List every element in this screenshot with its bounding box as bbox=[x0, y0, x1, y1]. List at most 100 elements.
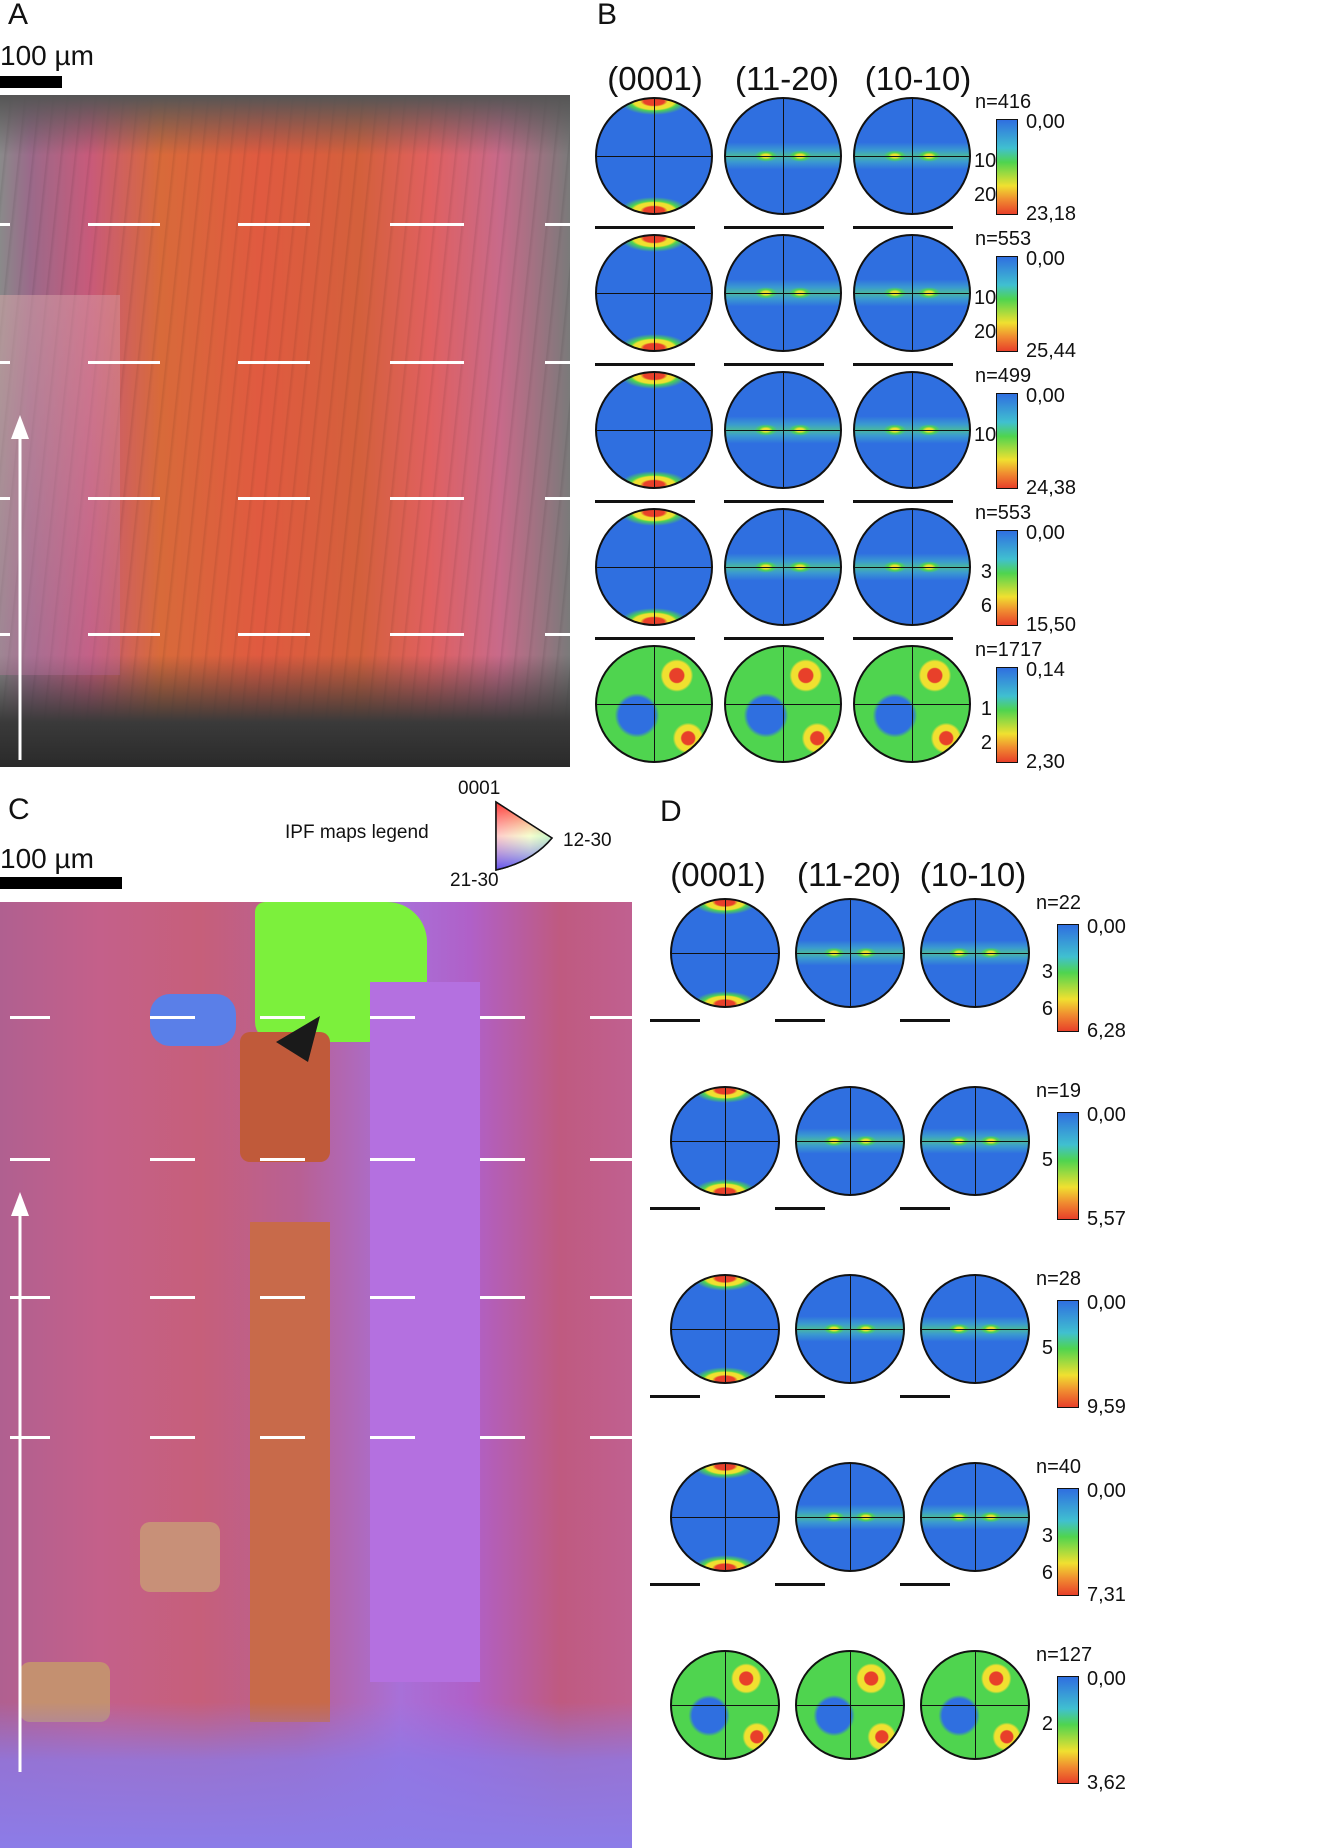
d-pole-figure-r3-m bbox=[920, 1274, 1030, 1384]
d-separator bbox=[650, 1583, 700, 1586]
d-cbar-min-r5: 0,00 bbox=[1087, 1668, 1126, 1690]
b-separator bbox=[853, 226, 953, 229]
pf-axis-vertical bbox=[850, 1464, 851, 1570]
pf-axis-vertical bbox=[975, 1652, 976, 1758]
pf-axis-vertical bbox=[654, 99, 655, 213]
pf-axis-vertical bbox=[912, 510, 913, 624]
panel-label-b: B bbox=[597, 0, 618, 31]
b-color-bar-r2 bbox=[996, 256, 1018, 352]
d-color-bar-r3 bbox=[1057, 1300, 1079, 1408]
grain-orange-band bbox=[250, 1222, 330, 1722]
pf-axis-vertical bbox=[783, 99, 784, 213]
scale-bar-c bbox=[0, 877, 122, 889]
b-cbar-tick-r2: 20 bbox=[974, 320, 997, 343]
d-cbar-tick-r4: 3 bbox=[1041, 1524, 1053, 1547]
d-cbar-tick-r3: 5 bbox=[1041, 1336, 1053, 1359]
d-color-bar-r5 bbox=[1057, 1676, 1079, 1784]
d-color-bar-r1 bbox=[1057, 924, 1079, 1032]
pf-axis-vertical bbox=[654, 510, 655, 624]
b-pole-figure-r5-a bbox=[724, 645, 842, 763]
d-cbar-tick-r1: 6 bbox=[1041, 998, 1053, 1021]
black-arrowhead-c bbox=[276, 1016, 320, 1062]
d-cbar-min-r4: 0,00 bbox=[1087, 1480, 1126, 1502]
d-cbar-max-r5: 3,62 bbox=[1087, 1772, 1126, 1794]
b-cbar-max-r4: 15,50 bbox=[1026, 614, 1077, 636]
d-cbar-tick-r4: 6 bbox=[1041, 1562, 1053, 1585]
b-pole-figure-r2-a bbox=[724, 234, 842, 352]
pf-axis-vertical bbox=[850, 1652, 851, 1758]
b-separator bbox=[595, 363, 695, 366]
growth-arrow-c bbox=[11, 1192, 29, 1772]
b-separator bbox=[595, 500, 695, 503]
d-separator bbox=[775, 1583, 825, 1586]
b-separator bbox=[853, 637, 953, 640]
b-pole-figure-r3-c bbox=[595, 371, 713, 489]
ipf-legend-bottom: 21-30 bbox=[450, 870, 499, 891]
d-cbar-min-r2: 0,00 bbox=[1087, 1104, 1126, 1126]
b-cbar-tick-r3: 10 bbox=[974, 424, 997, 447]
panel-label-d: D bbox=[660, 795, 682, 828]
pf-axis-vertical bbox=[912, 99, 913, 213]
b-color-bar-r1 bbox=[996, 119, 1018, 215]
panel-label-a: A bbox=[8, 0, 29, 31]
d-cbar-max-r4: 7,31 bbox=[1087, 1584, 1126, 1606]
scale-bar-label-c: 100 µm bbox=[0, 843, 94, 874]
d-separator bbox=[775, 1207, 825, 1210]
b-cbar-tick-r1: 20 bbox=[974, 183, 997, 206]
b-separator bbox=[853, 363, 953, 366]
b-pole-figure-r3-m bbox=[853, 371, 971, 489]
d-pole-figure-r3-a bbox=[795, 1274, 905, 1384]
d-n-label-r2: n=19 bbox=[1036, 1080, 1082, 1102]
pf-axis-vertical bbox=[783, 647, 784, 761]
b-separator bbox=[595, 637, 695, 640]
d-pole-figure-r5-c bbox=[670, 1650, 780, 1760]
b-color-bar-r4 bbox=[996, 530, 1018, 626]
b-pole-figure-r2-m bbox=[853, 234, 971, 352]
pf-axis-vertical bbox=[850, 1088, 851, 1194]
pf-axis-vertical bbox=[725, 1464, 726, 1570]
b-pole-figure-r1-c bbox=[595, 97, 713, 215]
header-0001-b: (0001) bbox=[607, 60, 703, 97]
ebsd-map-a bbox=[0, 95, 570, 767]
d-separator bbox=[775, 1395, 825, 1398]
header-0001-d: (0001) bbox=[670, 856, 766, 893]
pf-axis-vertical bbox=[654, 236, 655, 350]
header-10-10-d: (10-10) bbox=[919, 856, 1027, 893]
b-pole-figure-r4-m bbox=[853, 508, 971, 626]
d-pole-figure-r4-m bbox=[920, 1462, 1030, 1572]
scale-bar-label-a: 100 µm bbox=[0, 40, 94, 71]
b-separator bbox=[724, 226, 824, 229]
d-pole-figure-r1-c bbox=[670, 898, 780, 1008]
d-cbar-min-r3: 0,00 bbox=[1087, 1292, 1126, 1314]
scale-bar-a bbox=[0, 76, 62, 88]
pf-axis-vertical bbox=[975, 1276, 976, 1382]
pf-axis-vertical bbox=[912, 647, 913, 761]
growth-arrow-a bbox=[11, 415, 29, 760]
d-cbar-tick-r1: 3 bbox=[1041, 960, 1053, 983]
header-11-20-d: (11-20) bbox=[797, 856, 901, 893]
b-n-label-r2: n=553 bbox=[975, 228, 1032, 250]
b-pole-figure-r5-c bbox=[595, 645, 713, 763]
pf-axis-vertical bbox=[850, 1276, 851, 1382]
d-pole-figure-r4-c bbox=[670, 1462, 780, 1572]
d-pole-figure-r5-a bbox=[795, 1650, 905, 1760]
b-pole-figure-r2-c bbox=[595, 234, 713, 352]
pf-axis-vertical bbox=[725, 1652, 726, 1758]
d-color-bar-r4 bbox=[1057, 1488, 1079, 1596]
b-cbar-min-r5: 0,14 bbox=[1026, 659, 1065, 681]
map-c-bottom-band bbox=[0, 1702, 632, 1848]
b-cbar-tick-r1: 10 bbox=[974, 150, 997, 173]
b-cbar-max-r1: 23,18 bbox=[1026, 203, 1077, 225]
pf-axis-vertical bbox=[975, 1464, 976, 1570]
d-cbar-min-r1: 0,00 bbox=[1087, 916, 1126, 938]
b-pole-figure-r3-a bbox=[724, 371, 842, 489]
map-a-top-band bbox=[0, 95, 570, 155]
ipf-legend-title: IPF maps legend bbox=[285, 822, 429, 843]
b-n-label-r1: n=416 bbox=[975, 91, 1032, 113]
b-cbar-min-r4: 0,00 bbox=[1026, 522, 1065, 544]
b-cbar-min-r2: 0,00 bbox=[1026, 248, 1065, 270]
b-cbar-tick-r4: 6 bbox=[980, 594, 992, 617]
pf-axis-vertical bbox=[725, 900, 726, 1006]
b-cbar-tick-r5: 2 bbox=[980, 731, 992, 754]
d-separator bbox=[900, 1019, 950, 1022]
